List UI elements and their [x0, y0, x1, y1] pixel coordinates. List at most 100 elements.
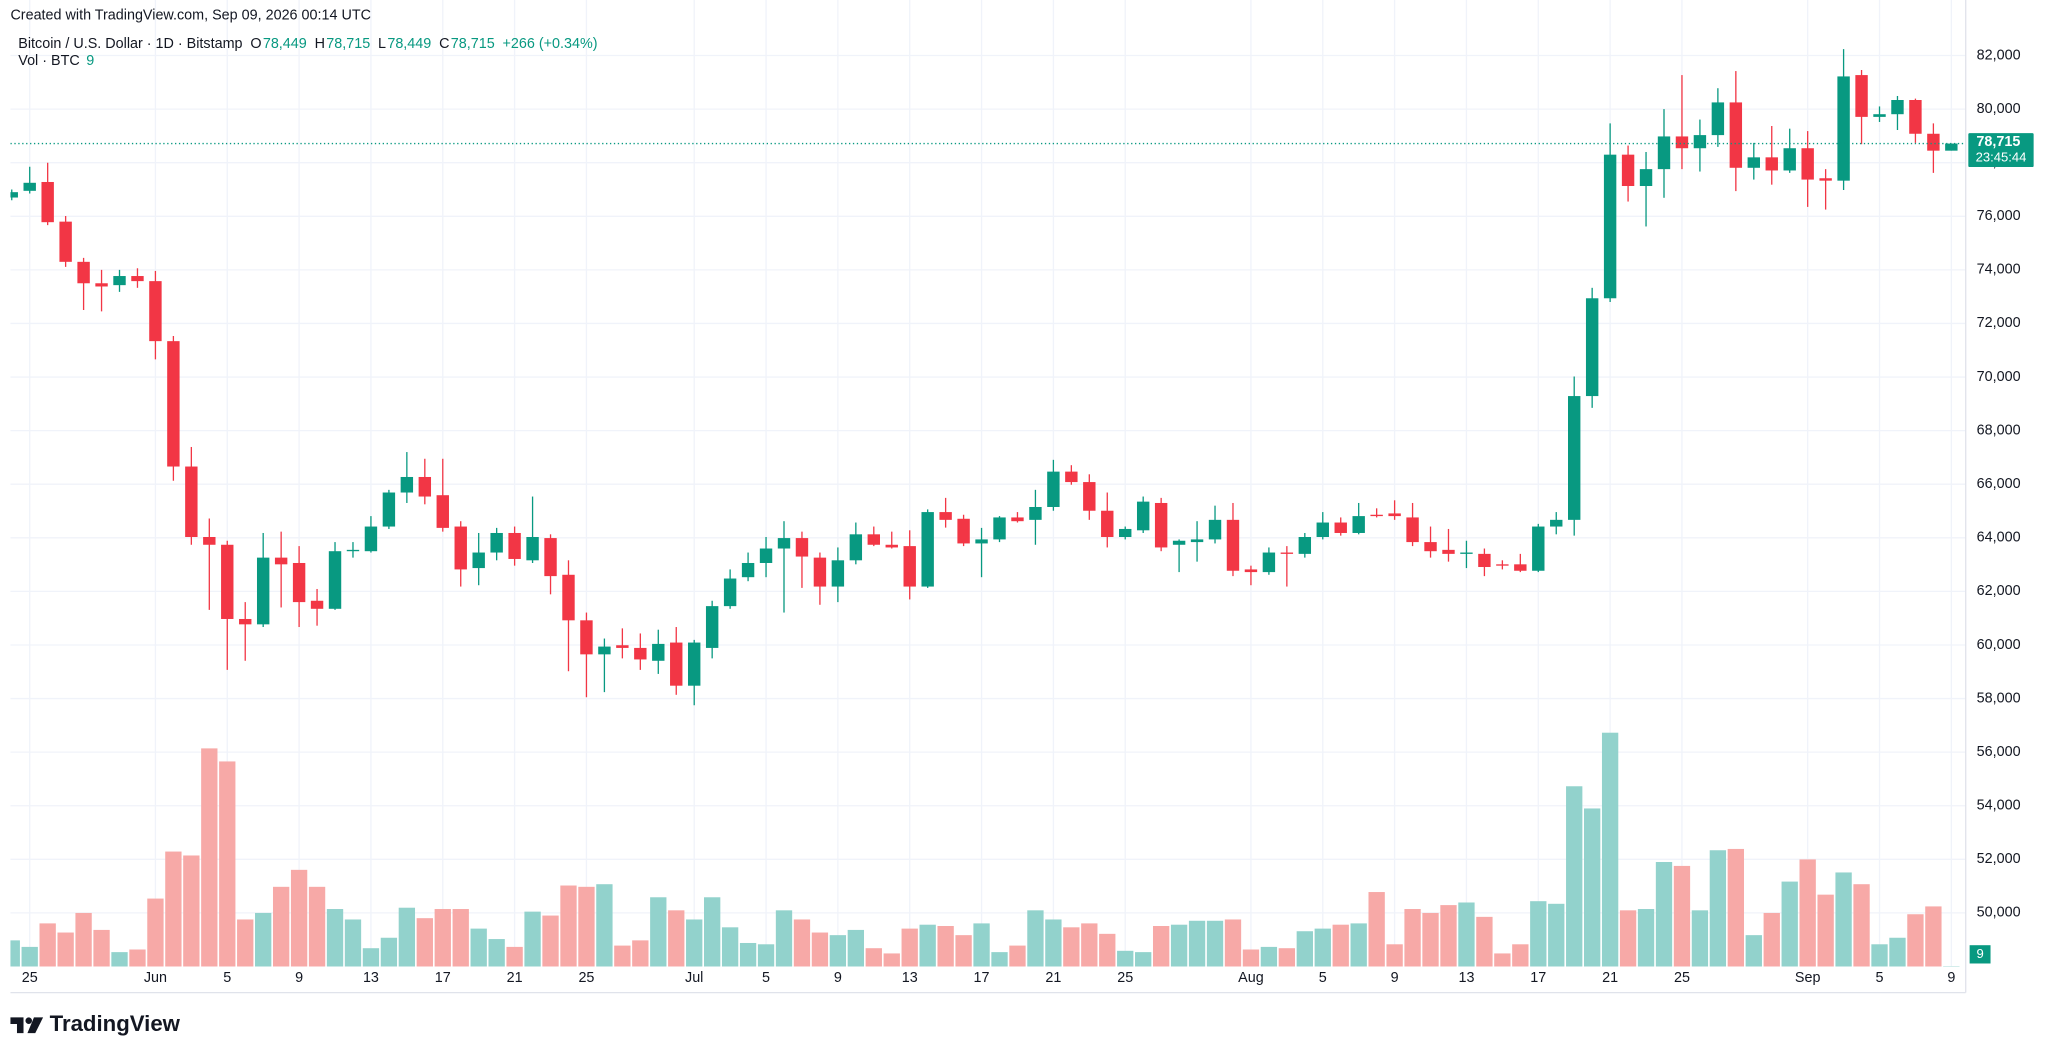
- volume-bar: [973, 923, 990, 967]
- candle-body: [310, 600, 324, 609]
- candle-body: [885, 544, 898, 548]
- volume-bar: [991, 952, 1008, 967]
- candle-body: [813, 557, 827, 587]
- candle-body: [1460, 552, 1473, 554]
- candle-body: [328, 551, 342, 609]
- volume-bar: [847, 929, 864, 967]
- volume-bar: [524, 911, 541, 967]
- x-tick-label: 5: [762, 970, 770, 986]
- candle-body: [921, 512, 934, 587]
- volume-bar: [883, 953, 900, 967]
- volume-bar: [1494, 953, 1511, 967]
- candle-body: [1657, 136, 1671, 170]
- volume-bar: [1673, 865, 1691, 967]
- y-tick-label: 66,000: [1977, 476, 2021, 492]
- candle-body: [1065, 471, 1078, 483]
- candle-body: [544, 538, 557, 577]
- candle-body: [616, 645, 629, 648]
- volume-bar: [452, 909, 469, 967]
- candle-body: [490, 532, 503, 553]
- volume-bar: [506, 946, 523, 967]
- volume-bar: [344, 919, 362, 967]
- candle-body: [113, 276, 126, 286]
- candle-body: [1693, 135, 1707, 149]
- brand-name: TradingView: [50, 1011, 181, 1036]
- volume-bar: [919, 924, 936, 967]
- volume-bar: [1440, 905, 1457, 967]
- volume-bar: [739, 942, 757, 967]
- price-tag-countdown: 23:45:44: [1976, 149, 2027, 164]
- volume-bar: [21, 946, 38, 967]
- volume-bar: [1584, 808, 1601, 967]
- candle-body: [400, 476, 414, 493]
- candle-body: [1370, 514, 1383, 517]
- candle-body: [1119, 528, 1132, 537]
- volume-bar: [704, 897, 721, 967]
- candle-body: [1837, 76, 1850, 181]
- candle-body: [1262, 552, 1276, 573]
- volume-bar: [1799, 859, 1816, 967]
- volume-bar: [57, 932, 74, 967]
- candle-body: [562, 574, 575, 621]
- candle-body: [993, 517, 1006, 540]
- volume-bar: [1601, 732, 1619, 967]
- y-tick-label: 80,000: [1977, 101, 2021, 117]
- candle-body: [1532, 526, 1545, 571]
- x-tick-label: 9: [1391, 970, 1399, 986]
- volume-bar: [1727, 848, 1744, 967]
- legend-value: 78,715: [451, 36, 495, 52]
- volume-bar: [560, 885, 577, 967]
- volume-bar: [1081, 923, 1098, 967]
- candle-body: [705, 606, 719, 648]
- candle-body: [1675, 136, 1689, 149]
- volume-bar: [308, 886, 326, 967]
- volume-bar: [1835, 872, 1852, 967]
- candle-body: [77, 261, 90, 284]
- volume-bar: [1404, 909, 1421, 967]
- y-tick-label: 54,000: [1977, 798, 2021, 814]
- candle-body: [1496, 564, 1509, 566]
- x-tick-label: Jun: [144, 970, 167, 986]
- candle-body: [1909, 100, 1922, 134]
- x-tick-label: 9: [295, 970, 303, 986]
- y-tick-label: 76,000: [1977, 208, 2021, 224]
- candle-body: [1388, 513, 1401, 517]
- candle-body: [1136, 501, 1150, 531]
- candle-body: [957, 518, 970, 544]
- volume-bar: [1350, 923, 1367, 967]
- x-tick-label: 9: [1947, 970, 1955, 986]
- candle-body: [1819, 178, 1832, 181]
- volume-bar: [75, 912, 92, 967]
- volume-bar: [686, 919, 703, 967]
- candle-body: [1855, 75, 1868, 117]
- candle-body: [149, 281, 162, 342]
- candle-body: [10, 192, 18, 198]
- candle-body: [131, 276, 144, 282]
- candle-body: [1424, 542, 1437, 552]
- volume-bar: [1009, 945, 1026, 967]
- x-tick-label: 5: [1319, 970, 1327, 986]
- volume-bar: [668, 910, 685, 967]
- candle-body: [831, 560, 845, 587]
- legend-value: 78,449: [263, 36, 307, 52]
- volume-bar: [811, 932, 829, 967]
- candle-body: [777, 538, 791, 549]
- legend-key: O: [250, 36, 261, 52]
- candle-body: [1747, 157, 1760, 168]
- volume-bar: [1296, 931, 1313, 967]
- candle-body: [1280, 552, 1294, 554]
- volume-bar: [488, 939, 505, 967]
- volume-bar: [1637, 909, 1655, 967]
- volume-bar: [362, 948, 380, 967]
- x-tick-label: 5: [223, 970, 231, 986]
- volume-bar: [1135, 952, 1152, 967]
- candle-body: [41, 181, 54, 223]
- candle-body: [1083, 482, 1096, 511]
- candle-body: [849, 534, 863, 561]
- volume-bar: [1242, 949, 1260, 967]
- candle-body: [1190, 539, 1204, 543]
- candle-body: [274, 557, 288, 565]
- candle-body: [1208, 519, 1222, 540]
- watermark: Created with TradingView.com, Sep 09, 20…: [10, 7, 371, 23]
- legend-key: H: [315, 36, 325, 52]
